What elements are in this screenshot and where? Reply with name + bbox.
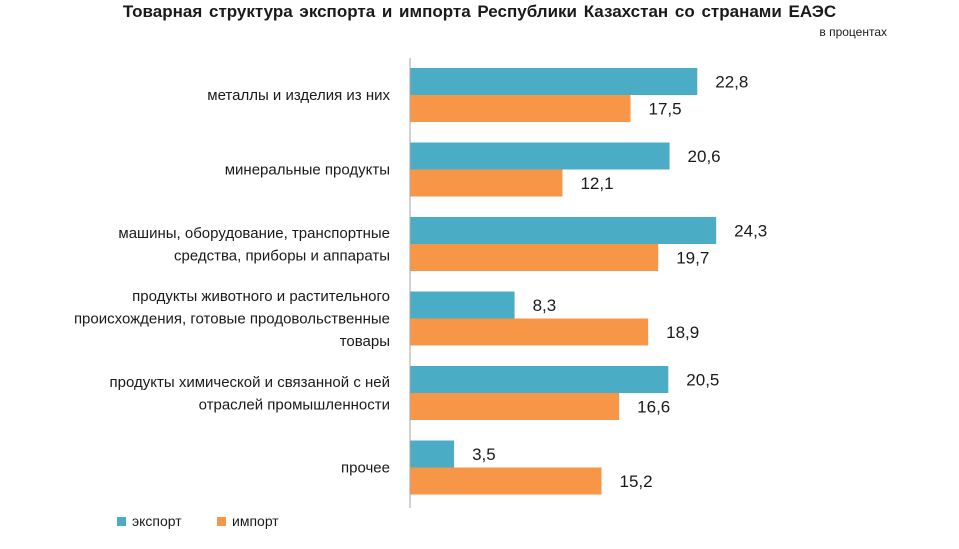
category-label: металлы и изделия из них [207, 87, 390, 104]
import-bar [410, 169, 563, 197]
data-label: 22,8 [715, 73, 748, 92]
data-label: 3,5 [472, 445, 496, 464]
data-label: 12,1 [580, 174, 613, 193]
import-bar [410, 244, 659, 271]
category-label: отраслей промышленности [199, 396, 390, 413]
category-label: прочее [341, 460, 390, 477]
data-label: 19,7 [676, 249, 709, 268]
export-bar [410, 291, 515, 319]
data-label: 15,2 [620, 472, 653, 491]
import-bar [410, 467, 602, 495]
category-label: продукты животного и растительного [132, 288, 390, 305]
data-label: 20,6 [688, 147, 721, 166]
category-label: происхождения, готовые продовольственные [74, 311, 390, 328]
legend-label-export: экспорт [132, 513, 182, 529]
category-label: средства, приборы и аппараты [174, 247, 390, 264]
category-label: продукты химической и связанной с ней [110, 374, 390, 391]
import-bar [410, 318, 649, 346]
data-label: 18,9 [666, 323, 699, 342]
legend-swatch-import [217, 517, 226, 526]
data-label: 17,5 [649, 100, 682, 119]
chart-unit-label: в процентах [819, 25, 887, 39]
data-label: 8,3 [533, 296, 557, 315]
export-bar [410, 440, 455, 468]
data-label: 20,5 [686, 371, 719, 390]
import-bar [410, 95, 631, 122]
legend-swatch-export [117, 517, 126, 526]
export-bar [410, 142, 670, 170]
data-label: 16,6 [637, 398, 670, 417]
export-bar [410, 366, 669, 393]
export-bar [410, 68, 698, 95]
category-label: минеральные продукты [225, 162, 390, 179]
chart-title: Товарная структура экспорта и импорта Ре… [122, 2, 837, 21]
legend-label-import: импорт [232, 513, 279, 529]
export-bar [410, 217, 717, 244]
category-label: машины, оборудование, транспортные [118, 225, 390, 242]
category-label: товары [340, 333, 390, 350]
data-label: 24,3 [734, 222, 767, 241]
import-bar [410, 393, 620, 420]
